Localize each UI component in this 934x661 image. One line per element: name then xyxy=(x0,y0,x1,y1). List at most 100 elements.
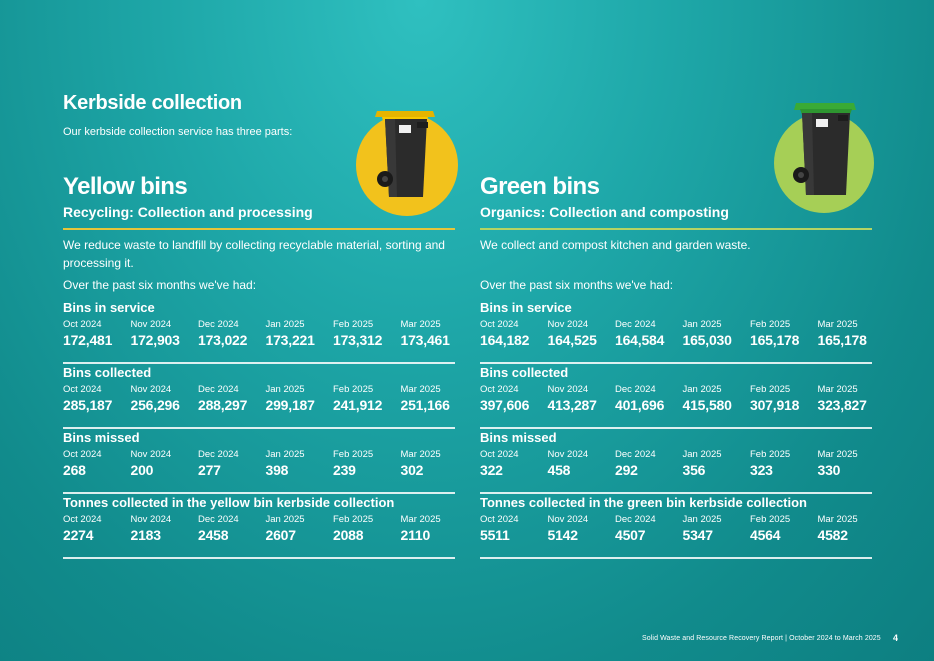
yellow-bin-illustration xyxy=(356,111,458,216)
month-label: Mar 2025 xyxy=(817,384,858,395)
month-value: 322 xyxy=(480,462,503,478)
month-value: 172,481 xyxy=(63,332,113,348)
section-divider xyxy=(63,492,455,494)
month-cell: Dec 2024 292 xyxy=(615,446,683,479)
month-cell: Oct 2024 164,182 xyxy=(480,316,548,349)
month-cell: Oct 2024 397,606 xyxy=(480,381,548,414)
yellow-bins-title: Yellow bins xyxy=(63,173,188,200)
month-label: Jan 2025 xyxy=(682,319,722,330)
yellow-section: Bins missed Oct 2024 268 Nov 2024 200 Dec 202… xyxy=(63,430,455,494)
month-cell: Mar 2025 165,178 xyxy=(818,316,886,349)
month-grid: Oct 2024 322 Nov 2024 458 Dec 2024 292 Jan 202… xyxy=(480,446,872,479)
section-divider xyxy=(480,492,872,494)
month-label: Feb 2025 xyxy=(333,514,374,525)
month-label: Mar 2025 xyxy=(817,449,858,460)
month-label: Dec 2024 xyxy=(615,449,656,460)
month-cell: Feb 2025 307,918 xyxy=(750,381,818,414)
month-cell: Feb 2025 4564 xyxy=(750,511,818,544)
month-cell: Oct 2024 322 xyxy=(480,446,548,479)
month-cell: Nov 2024 413,287 xyxy=(548,381,616,414)
section-title: Bins in service xyxy=(63,300,155,315)
section-divider xyxy=(480,557,872,559)
month-value: 165,030 xyxy=(682,332,732,348)
month-label: Oct 2024 xyxy=(63,319,102,330)
month-value: 239 xyxy=(333,462,356,478)
month-cell: Nov 2024 256,296 xyxy=(131,381,199,414)
green-description: We collect and compost kitchen and garde… xyxy=(480,238,751,252)
month-cell: Jan 2025 356 xyxy=(683,446,751,479)
yellow-accent-rule xyxy=(63,228,455,230)
month-value: 2607 xyxy=(265,527,297,543)
month-cell: Jan 2025 165,030 xyxy=(683,316,751,349)
month-label: Dec 2024 xyxy=(198,319,239,330)
month-cell: Jan 2025 2607 xyxy=(266,511,334,544)
month-label: Mar 2025 xyxy=(400,449,441,460)
month-value: 413,287 xyxy=(547,397,597,413)
month-value: 330 xyxy=(817,462,841,478)
month-cell: Dec 2024 277 xyxy=(198,446,266,479)
month-label: Dec 2024 xyxy=(198,384,239,395)
section-divider xyxy=(480,362,872,364)
month-value: 268 xyxy=(63,462,86,478)
month-value: 302 xyxy=(400,462,424,478)
month-value: 4582 xyxy=(817,527,849,543)
month-cell: Feb 2025 165,178 xyxy=(750,316,818,349)
month-cell: Dec 2024 2458 xyxy=(198,511,266,544)
page-heading: Kerbside collection xyxy=(63,92,242,114)
month-value: 323 xyxy=(750,462,773,478)
month-label: Dec 2024 xyxy=(615,514,656,525)
month-label: Dec 2024 xyxy=(198,514,239,525)
month-cell: Dec 2024 4507 xyxy=(615,511,683,544)
green-bins-title: Green bins xyxy=(480,173,600,200)
month-value: 415,580 xyxy=(682,397,732,413)
month-value: 172,903 xyxy=(130,332,180,348)
month-value: 173,312 xyxy=(333,332,383,348)
month-cell: Jan 2025 415,580 xyxy=(683,381,751,414)
month-value: 173,022 xyxy=(198,332,248,348)
yellow-wheelie-bin-icon xyxy=(375,111,435,197)
section-title: Tonnes collected in the yellow bin kerbs… xyxy=(63,495,395,510)
month-grid: Oct 2024 268 Nov 2024 200 Dec 2024 277 Jan 202… xyxy=(63,446,455,479)
month-label: Mar 2025 xyxy=(400,514,441,525)
month-grid: Oct 2024 5511 Nov 2024 5142 Dec 2024 4507 Jan … xyxy=(480,511,872,544)
footer-report-title: Solid Waste and Resource Recovery Report… xyxy=(642,635,881,642)
month-value: 164,584 xyxy=(615,332,665,348)
month-cell: Mar 2025 330 xyxy=(818,446,886,479)
month-value: 165,178 xyxy=(817,332,867,348)
month-label: Jan 2025 xyxy=(682,514,722,525)
month-value: 288,297 xyxy=(198,397,248,413)
section-divider xyxy=(63,427,455,429)
month-value: 323,827 xyxy=(817,397,867,413)
month-label: Oct 2024 xyxy=(63,384,102,395)
month-cell: Mar 2025 4582 xyxy=(818,511,886,544)
section-title: Bins missed xyxy=(480,430,557,445)
green-accent-rule xyxy=(480,228,872,230)
month-cell: Jan 2025 5347 xyxy=(683,511,751,544)
page-number: 4 xyxy=(893,633,899,643)
month-value: 5511 xyxy=(480,527,510,543)
month-value: 5347 xyxy=(682,527,714,543)
month-value: 277 xyxy=(198,462,221,478)
month-cell: Feb 2025 2088 xyxy=(333,511,401,544)
month-label: Jan 2025 xyxy=(265,449,305,460)
month-cell: Mar 2025 251,166 xyxy=(401,381,469,414)
month-cell: Oct 2024 285,187 xyxy=(63,381,131,414)
month-label: Nov 2024 xyxy=(547,449,589,460)
month-cell: Feb 2025 241,912 xyxy=(333,381,401,414)
month-value: 307,918 xyxy=(750,397,800,413)
month-value: 200 xyxy=(130,462,154,478)
month-value: 4564 xyxy=(750,527,781,543)
month-cell: Nov 2024 2183 xyxy=(131,511,199,544)
green-section: Bins collected Oct 2024 397,606 Nov 2024 413… xyxy=(480,365,872,429)
month-cell: Mar 2025 2110 xyxy=(401,511,469,544)
month-label: Feb 2025 xyxy=(750,514,791,525)
section-title: Bins collected xyxy=(480,365,569,380)
month-label: Feb 2025 xyxy=(333,319,374,330)
month-value: 299,187 xyxy=(265,397,315,413)
month-cell: Nov 2024 5142 xyxy=(548,511,616,544)
month-value: 4507 xyxy=(615,527,646,543)
month-label: Jan 2025 xyxy=(682,384,722,395)
month-value: 2183 xyxy=(130,527,162,543)
month-cell: Mar 2025 323,827 xyxy=(818,381,886,414)
